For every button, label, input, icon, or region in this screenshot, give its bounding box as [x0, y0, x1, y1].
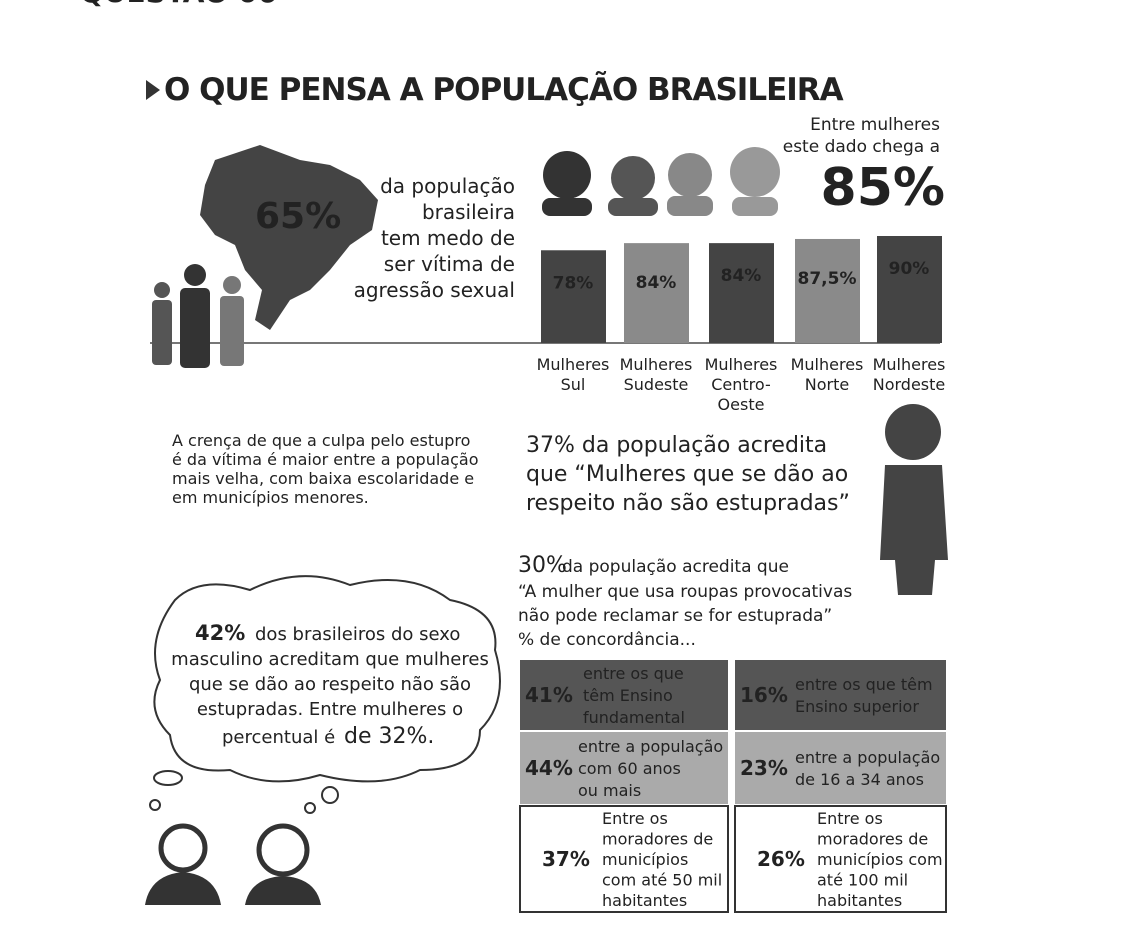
bubble-text: percentual é — [222, 727, 335, 748]
table-cell — [520, 732, 728, 804]
cell-text: Entre os — [602, 809, 668, 828]
cell-value: 23% — [740, 756, 788, 780]
bar-category: Mulheres — [791, 355, 864, 374]
table-cell — [734, 805, 947, 913]
cell-text: com até 50 mil — [602, 871, 722, 890]
title: O QUE PENSA A POPULAÇÃO BRASILEIRA — [164, 71, 844, 108]
bar-label: 90% — [889, 259, 930, 279]
map-stat-value: 65% — [255, 196, 341, 237]
person-icons — [145, 823, 321, 905]
cell-value: 41% — [525, 683, 573, 707]
table-cell — [520, 660, 728, 730]
cell-text: habitantes — [602, 891, 687, 910]
belief-text: em municípios menores. — [172, 488, 369, 507]
woman-figure — [880, 404, 948, 595]
quote-37: que “Mulheres que se dão ao — [526, 462, 848, 487]
cell-text: entre a população — [795, 748, 940, 767]
women-note: Entre mulheres — [810, 115, 940, 135]
bar-category: Mulheres — [873, 355, 946, 374]
quote-30-lead: 30% — [518, 553, 567, 578]
bar-label: 84% — [721, 266, 762, 286]
cell-text: Entre os — [817, 809, 883, 828]
map-stat-text: ser vítima de — [384, 252, 515, 276]
cell-text: entre a população — [578, 737, 723, 756]
bar-label: 84% — [636, 273, 677, 293]
bar — [877, 236, 942, 343]
bar — [795, 238, 860, 343]
quote-30-text: não pode reclamar se for estuprada” — [518, 606, 832, 626]
title-arrow — [146, 80, 160, 100]
quote-37: 37% da população acredita — [526, 433, 827, 458]
question: QUESTÃO 06 — [80, 0, 277, 9]
cell-text: até 100 mil — [817, 871, 908, 890]
bar-category: Nordeste — [873, 375, 946, 394]
map-stat-text: brasileira — [422, 200, 515, 224]
quote-37: respeito não são estupradas” — [526, 491, 850, 516]
bubble-text: masculino acreditam que mulheres — [171, 649, 489, 670]
quote-30-text: “A mulher que usa roupas provocativas — [518, 582, 852, 602]
bubble-tail: de 32%. — [344, 724, 434, 749]
belief-text: mais velha, com baixa escolaridade e — [172, 469, 474, 488]
women-note: este dado chega a — [783, 137, 940, 157]
bar — [541, 250, 606, 343]
cell-value: 37% — [542, 847, 590, 871]
table-cell — [735, 732, 946, 804]
cell-text: entre os que — [583, 664, 684, 683]
quote-30-text: da população acredita que — [562, 557, 789, 577]
bar-category: Mulheres — [705, 355, 778, 374]
bubble-text: que se dão ao respeito não são — [189, 674, 471, 695]
bubble-text: dos brasileiros do sexo — [255, 624, 460, 645]
bar-category: Oeste — [718, 395, 765, 414]
bar-label: 87,5% — [798, 269, 857, 289]
cell-text: entre os que têm — [795, 675, 933, 694]
cell-text: municípios — [602, 850, 688, 869]
cell-text: ou mais — [578, 781, 641, 800]
women-note-value: 85% — [821, 158, 945, 218]
belief-text: A crença de que a culpa pelo estupro — [172, 431, 470, 450]
people-icon — [152, 264, 244, 368]
cell-text: habitantes — [817, 891, 902, 910]
cell-text: fundamental — [583, 708, 685, 727]
bar-category: Mulheres — [620, 355, 693, 374]
cell-value: 44% — [525, 756, 573, 780]
table-cell — [735, 660, 946, 730]
cell-text: têm Ensino — [583, 686, 673, 705]
brazil-map — [200, 145, 378, 330]
bar-category: Sudeste — [624, 375, 689, 394]
thought-bubble — [149, 575, 501, 814]
quote-30-text: % de concordância... — [518, 630, 696, 650]
map-stat-text: agressão sexual — [354, 278, 515, 302]
bar-category: Mulheres — [537, 355, 610, 374]
cell-text: moradores de — [817, 830, 928, 849]
cell-text: municípios com — [817, 850, 943, 869]
bar-category: Norte — [805, 375, 849, 394]
bar-label: 78% — [553, 273, 594, 293]
cell-text: com 60 anos — [578, 759, 681, 778]
bar — [709, 243, 774, 343]
women-icons — [542, 147, 780, 216]
table-cell — [519, 805, 729, 913]
cell-text: de 16 a 34 anos — [795, 770, 924, 789]
belief-text: é da vítima é maior entre a população — [172, 450, 479, 469]
cell-text: Ensino superior — [795, 697, 919, 716]
map-stat-text: da população — [380, 174, 515, 198]
cell-value: 26% — [757, 847, 805, 871]
bar-category: Sul — [561, 375, 586, 394]
cell-value: 16% — [740, 683, 788, 707]
bubble-lead: 42% — [195, 621, 245, 645]
bubble-text: estupradas. Entre mulheres o — [197, 699, 463, 720]
bar — [624, 243, 689, 343]
bar-category: Centro- — [711, 375, 771, 394]
cell-text: moradores de — [602, 830, 713, 849]
map-stat-text: tem medo de — [381, 226, 515, 250]
